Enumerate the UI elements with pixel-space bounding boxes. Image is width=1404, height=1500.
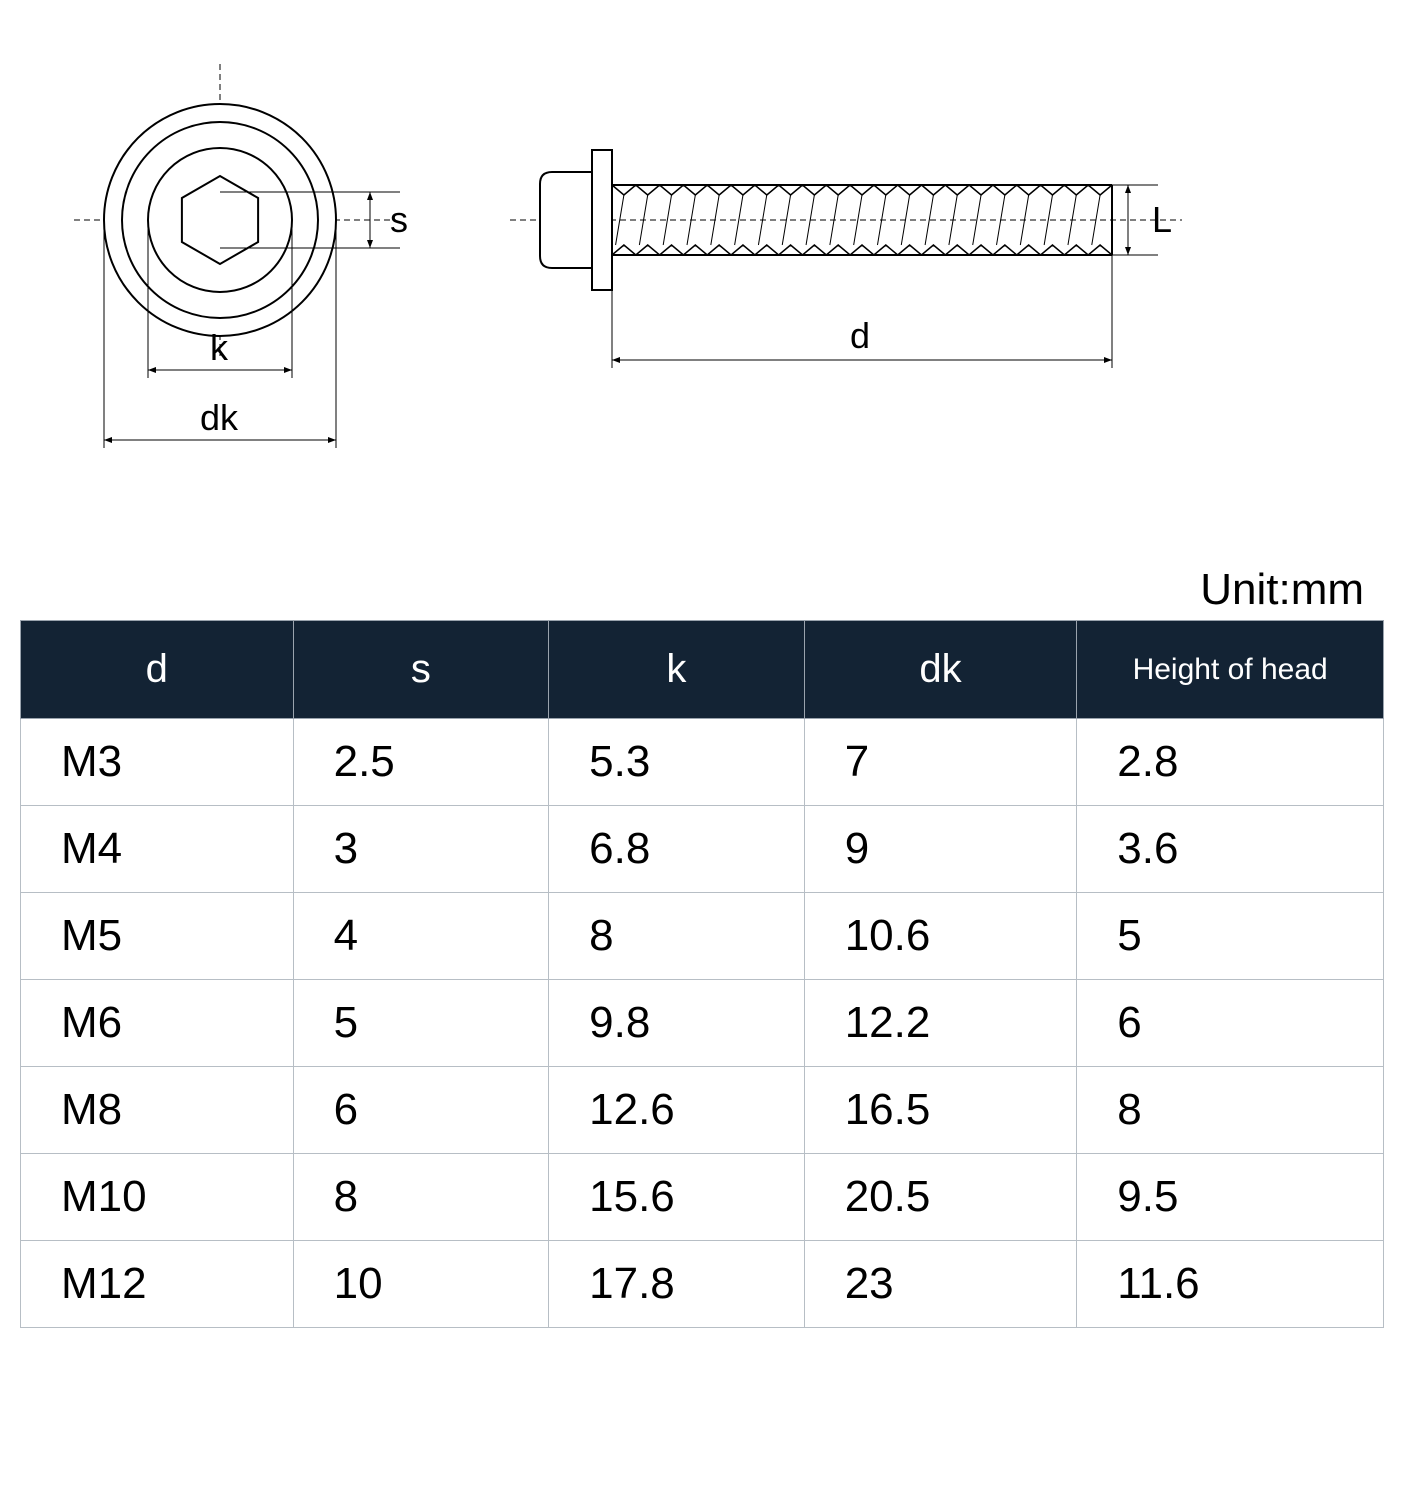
cell-3-4: 6: [1077, 980, 1384, 1067]
cell-3-1: 5: [293, 980, 549, 1067]
technical-drawing: s k dk d L: [0, 40, 1404, 500]
page-root: skdkdL Unit:mm dskdkHeight of headM32.55…: [0, 0, 1404, 1500]
cell-3-2: 9.8: [549, 980, 805, 1067]
cell-4-0: M8: [21, 1067, 294, 1154]
table-row: M659.812.26: [21, 980, 1384, 1067]
cell-4-3: 16.5: [804, 1067, 1077, 1154]
cell-5-2: 15.6: [549, 1154, 805, 1241]
col-header-3: dk: [804, 621, 1077, 719]
table-row: M436.893.6: [21, 806, 1384, 893]
svg-text:d: d: [850, 315, 870, 356]
cell-0-4: 2.8: [1077, 719, 1384, 806]
cell-4-2: 12.6: [549, 1067, 805, 1154]
cell-2-2: 8: [549, 893, 805, 980]
cell-1-2: 6.8: [549, 806, 805, 893]
cell-2-0: M5: [21, 893, 294, 980]
cell-0-2: 5.3: [549, 719, 805, 806]
cell-1-4: 3.6: [1077, 806, 1384, 893]
cell-3-0: M6: [21, 980, 294, 1067]
col-header-4: Height of head: [1077, 621, 1384, 719]
cell-6-4: 11.6: [1077, 1241, 1384, 1328]
cell-5-4: 9.5: [1077, 1154, 1384, 1241]
cell-0-0: M3: [21, 719, 294, 806]
svg-text:s: s: [390, 199, 408, 240]
cell-2-3: 10.6: [804, 893, 1077, 980]
cell-4-1: 6: [293, 1067, 549, 1154]
table-row: M10815.620.59.5: [21, 1154, 1384, 1241]
cell-1-1: 3: [293, 806, 549, 893]
cell-1-0: M4: [21, 806, 294, 893]
cell-6-2: 17.8: [549, 1241, 805, 1328]
cell-1-3: 9: [804, 806, 1077, 893]
table-row: M54810.65: [21, 893, 1384, 980]
cell-6-1: 10: [293, 1241, 549, 1328]
col-header-1: s: [293, 621, 549, 719]
table-row: M121017.82311.6: [21, 1241, 1384, 1328]
cell-5-0: M10: [21, 1154, 294, 1241]
cell-0-1: 2.5: [293, 719, 549, 806]
spec-table-container: dskdkHeight of headM32.55.372.8M436.893.…: [20, 620, 1384, 1328]
unit-label: Unit:mm: [1200, 565, 1364, 615]
cell-2-4: 5: [1077, 893, 1384, 980]
svg-text:k: k: [210, 327, 229, 368]
cell-5-1: 8: [293, 1154, 549, 1241]
spec-table: dskdkHeight of headM32.55.372.8M436.893.…: [20, 620, 1384, 1328]
cell-4-4: 8: [1077, 1067, 1384, 1154]
table-row: M8612.616.58: [21, 1067, 1384, 1154]
cell-3-3: 12.2: [804, 980, 1077, 1067]
cell-2-1: 4: [293, 893, 549, 980]
screw-diagram-svg: s k dk d L: [0, 40, 1404, 500]
svg-text:L: L: [1152, 199, 1172, 240]
col-header-0: d: [21, 621, 294, 719]
svg-text:dk: dk: [200, 397, 239, 438]
cell-5-3: 20.5: [804, 1154, 1077, 1241]
col-header-2: k: [549, 621, 805, 719]
cell-0-3: 7: [804, 719, 1077, 806]
table-row: M32.55.372.8: [21, 719, 1384, 806]
cell-6-0: M12: [21, 1241, 294, 1328]
cell-6-3: 23: [804, 1241, 1077, 1328]
